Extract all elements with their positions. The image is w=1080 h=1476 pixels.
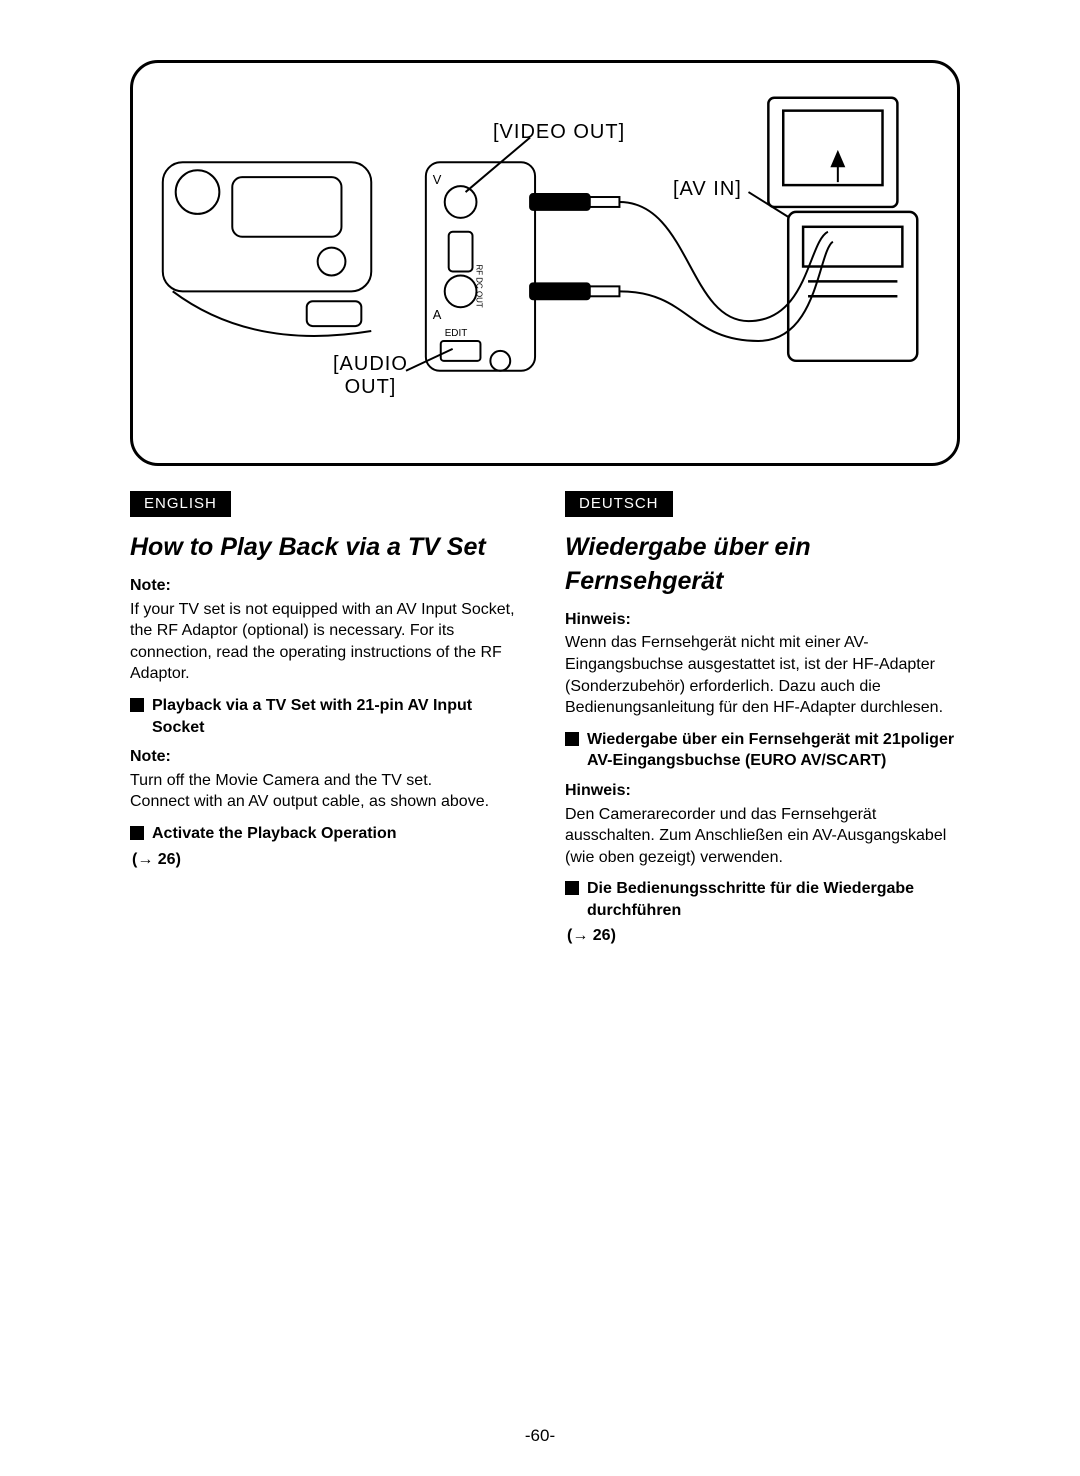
de-ref: (→ 26) xyxy=(567,925,960,947)
connection-diagram: V A EDIT RF DC OUT [VIDEO OUT] [AV IN] [… xyxy=(130,60,960,466)
de-bullet1-text: Wiedergabe über ein Fernsehgerät mit 21p… xyxy=(587,729,960,772)
bullet-square-icon xyxy=(565,881,579,895)
english-title: How to Play Back via a TV Set xyxy=(130,531,525,565)
en-note1-label: Note: xyxy=(130,575,525,597)
de-bullet2-text: Die Bedienungsschritte für die Wiedergab… xyxy=(587,878,960,921)
english-column: ENGLISH How to Play Back via a TV Set No… xyxy=(130,491,525,947)
english-tag: ENGLISH xyxy=(130,491,231,517)
de-bullet1: Wiedergabe über ein Fernsehgerät mit 21p… xyxy=(565,729,960,772)
label-video-out: [VIDEO OUT] xyxy=(493,121,625,144)
en-ref: (→ 26) xyxy=(132,849,525,871)
label-av-in: [AV IN] xyxy=(673,178,742,201)
de-note2-label: Hinweis: xyxy=(565,780,960,802)
text-columns: ENGLISH How to Play Back via a TV Set No… xyxy=(130,491,960,947)
svg-text:EDIT: EDIT xyxy=(445,328,468,339)
bullet-square-icon xyxy=(130,826,144,840)
de-bullet2: Die Bedienungsschritte für die Wiedergab… xyxy=(565,878,960,921)
svg-text:V: V xyxy=(433,172,442,187)
bullet-square-icon xyxy=(565,732,579,746)
de-note1-label: Hinweis: xyxy=(565,609,960,631)
deutsch-tag: DEUTSCH xyxy=(565,491,673,517)
de-note2-text: Den Camerarecorder und das Fernsehgerät … xyxy=(565,804,960,869)
en-note2-label: Note: xyxy=(130,746,525,768)
svg-text:A: A xyxy=(433,307,442,322)
bullet-square-icon xyxy=(130,698,144,712)
label-audio-out: [AUDIO OUT] xyxy=(333,353,408,399)
en-bullet2-text: Activate the Playback Operation xyxy=(152,823,397,845)
svg-text:RF DC OUT: RF DC OUT xyxy=(474,265,483,308)
deutsch-column: DEUTSCH Wiedergabe über ein Fernsehgerät… xyxy=(565,491,960,947)
deutsch-title: Wiedergabe über ein Fernsehgerät xyxy=(565,531,960,599)
en-bullet1-text: Playback via a TV Set with 21-pin AV Inp… xyxy=(152,695,525,738)
en-bullet1: Playback via a TV Set with 21-pin AV Inp… xyxy=(130,695,525,738)
page-number: -60- xyxy=(0,1426,1080,1446)
en-note1-text: If your TV set is not equipped with an A… xyxy=(130,599,525,685)
de-note1-text: Wenn das Fernsehgerät nicht mit einer AV… xyxy=(565,632,960,718)
en-bullet2: Activate the Playback Operation xyxy=(130,823,525,845)
en-note2-text: Turn off the Movie Camera and the TV set… xyxy=(130,770,525,813)
